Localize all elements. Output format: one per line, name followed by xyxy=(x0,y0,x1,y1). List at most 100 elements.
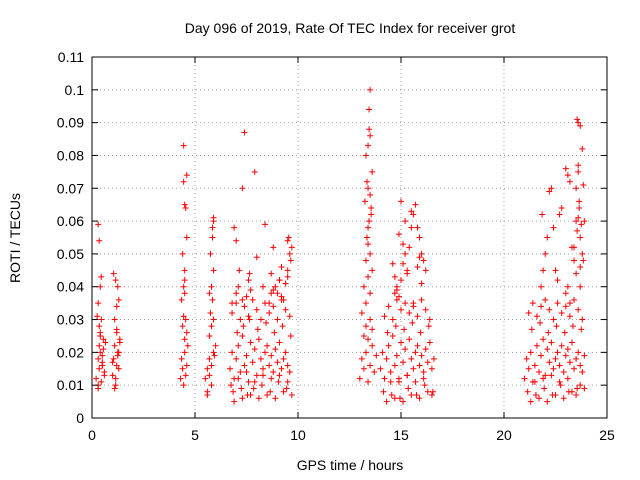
data-point xyxy=(574,116,581,123)
data-point xyxy=(568,388,575,395)
data-point xyxy=(284,273,291,280)
data-point xyxy=(548,372,555,379)
data-point xyxy=(233,237,240,244)
data-point xyxy=(566,359,573,366)
data-point xyxy=(268,375,275,382)
data-point xyxy=(425,323,432,330)
data-point xyxy=(528,326,535,333)
data-point xyxy=(550,224,557,231)
data-point xyxy=(235,375,242,382)
data-point xyxy=(250,385,257,392)
data-point xyxy=(418,250,425,257)
data-point xyxy=(577,264,584,271)
data-point xyxy=(579,145,586,152)
data-point xyxy=(358,355,365,362)
data-point xyxy=(243,293,250,300)
data-point xyxy=(373,352,380,359)
data-point xyxy=(574,227,581,234)
data-point xyxy=(180,313,187,320)
data-point xyxy=(542,296,549,303)
data-point xyxy=(524,388,531,395)
data-point xyxy=(413,392,420,399)
data-point xyxy=(254,326,261,333)
data-point xyxy=(571,296,578,303)
data-point xyxy=(381,375,388,382)
data-point xyxy=(581,218,588,225)
data-point xyxy=(101,369,108,376)
data-point xyxy=(389,260,396,267)
data-point xyxy=(546,359,553,366)
data-point xyxy=(114,283,121,290)
data-point xyxy=(391,395,398,402)
data-point xyxy=(367,250,374,257)
y-tick-label: 0.07 xyxy=(57,180,84,196)
data-point xyxy=(204,365,211,372)
data-point xyxy=(426,339,433,346)
data-point xyxy=(209,296,216,303)
data-point xyxy=(102,339,109,346)
data-point xyxy=(285,234,292,241)
data-point xyxy=(209,224,216,231)
data-point xyxy=(402,218,409,225)
data-point xyxy=(93,375,100,382)
data-point xyxy=(573,185,580,192)
data-point xyxy=(409,319,416,326)
data-point xyxy=(365,224,372,231)
data-point xyxy=(389,332,396,339)
data-point xyxy=(239,395,246,402)
data-point xyxy=(208,283,215,290)
data-point xyxy=(113,362,120,369)
data-point xyxy=(405,385,412,392)
data-point xyxy=(366,106,373,113)
data-point xyxy=(393,352,400,359)
data-point xyxy=(178,355,185,362)
data-point xyxy=(383,398,390,405)
data-point xyxy=(367,191,374,198)
x-tick-label: 20 xyxy=(496,427,512,443)
data-point xyxy=(286,313,293,320)
data-point xyxy=(575,168,582,175)
data-point xyxy=(282,280,289,287)
data-point xyxy=(241,303,248,310)
data-point xyxy=(181,336,188,343)
data-point xyxy=(578,221,585,228)
data-point xyxy=(241,362,248,369)
data-points xyxy=(93,86,588,405)
data-point xyxy=(362,323,369,330)
data-point xyxy=(527,349,534,356)
data-point xyxy=(243,352,250,359)
data-point xyxy=(245,313,252,320)
data-point xyxy=(365,336,372,343)
data-point xyxy=(533,313,540,320)
data-point xyxy=(178,296,185,303)
data-point xyxy=(523,355,530,362)
data-point xyxy=(251,378,258,385)
data-point xyxy=(208,323,215,330)
data-point xyxy=(209,234,216,241)
data-point xyxy=(272,395,279,402)
data-point xyxy=(253,254,260,261)
data-point xyxy=(364,178,371,185)
data-point xyxy=(257,316,264,323)
data-point xyxy=(287,332,294,339)
data-point xyxy=(532,392,539,399)
data-point xyxy=(177,375,184,382)
chart-title: Day 096 of 2019, Rate Of TEC Index for r… xyxy=(185,20,516,36)
data-point xyxy=(356,375,363,382)
data-point xyxy=(577,382,584,389)
data-point xyxy=(276,372,283,379)
data-point xyxy=(381,313,388,320)
data-point xyxy=(536,395,543,402)
data-point xyxy=(275,378,282,385)
y-tick-label: 0.04 xyxy=(57,279,84,295)
data-point xyxy=(367,316,374,323)
data-point xyxy=(556,362,563,369)
data-point xyxy=(362,257,369,264)
data-point xyxy=(268,290,275,297)
data-point xyxy=(233,355,240,362)
data-point xyxy=(210,214,217,221)
data-point xyxy=(562,303,569,310)
data-point xyxy=(400,359,407,366)
data-point xyxy=(380,388,387,395)
